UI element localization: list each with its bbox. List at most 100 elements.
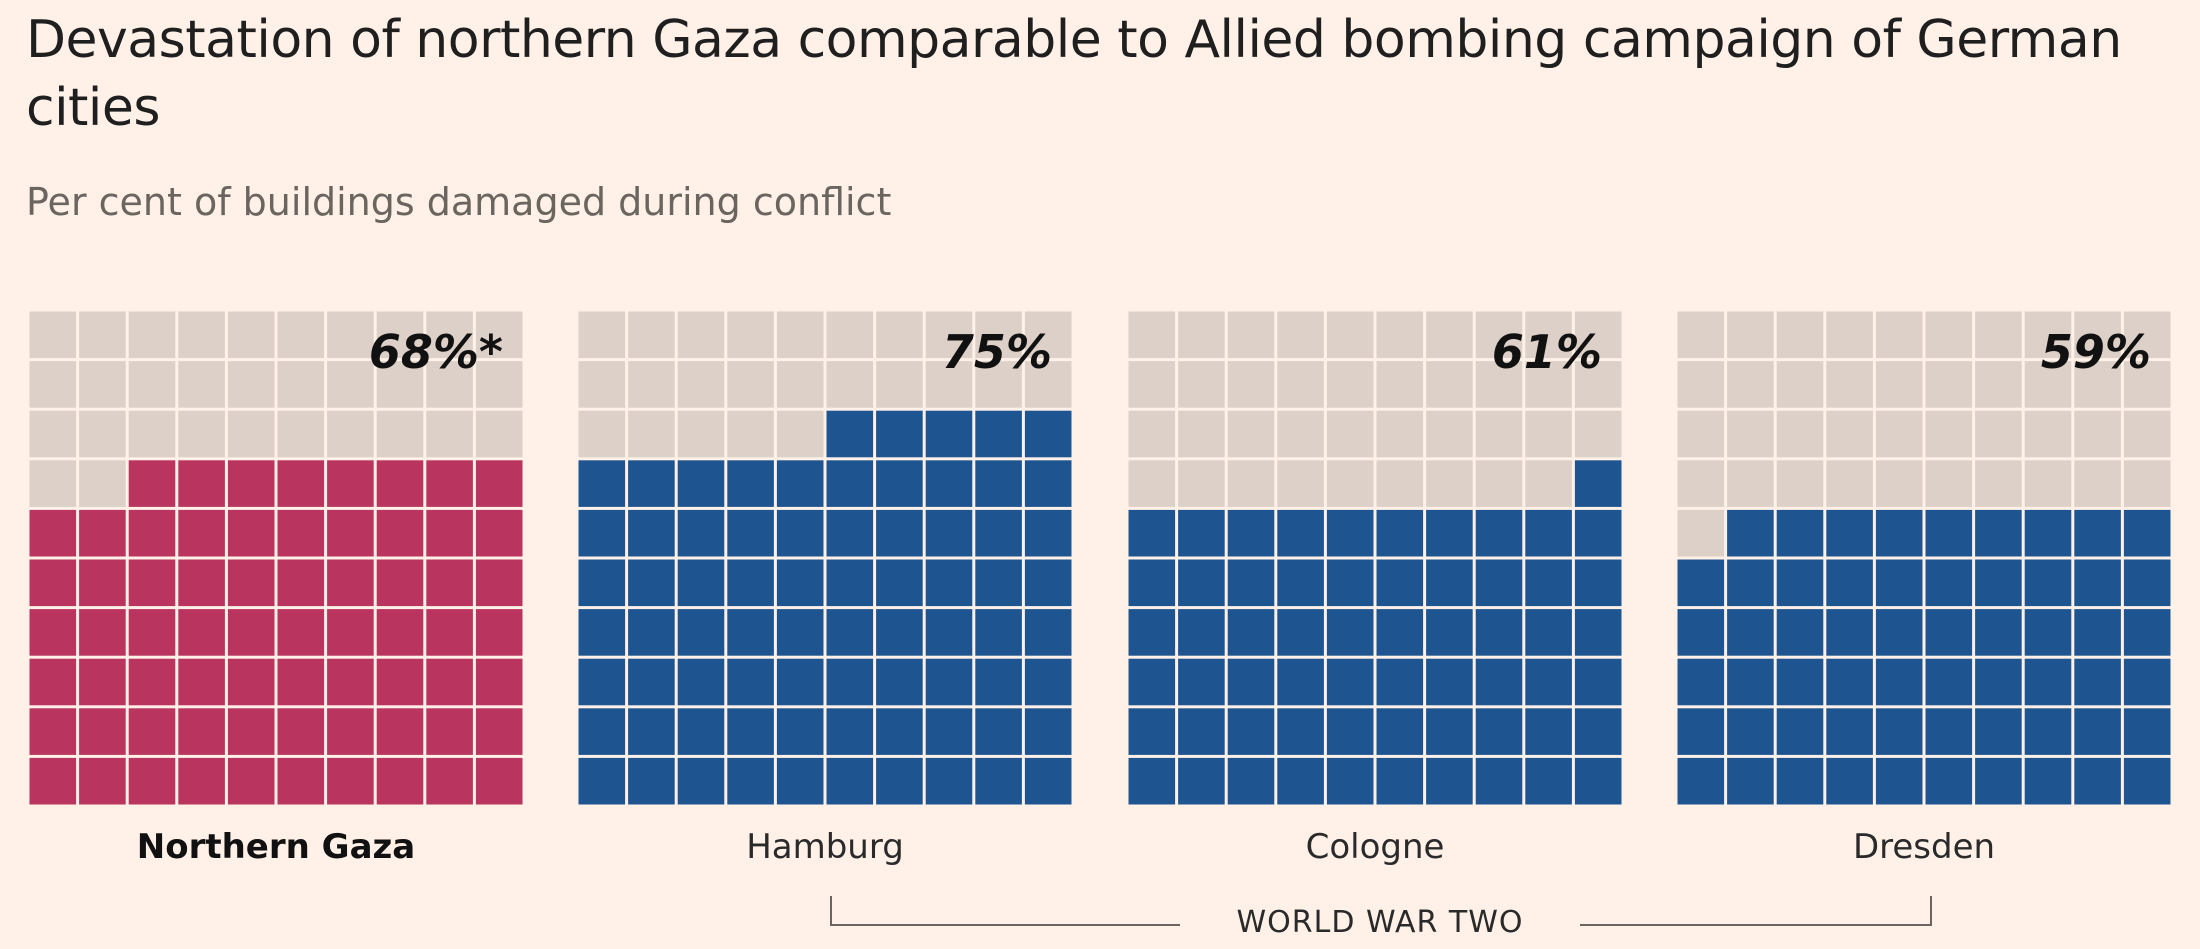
- filled-cell-hamburg: [1024, 559, 1072, 607]
- filled-cell-cologne: [1525, 609, 1572, 656]
- filled-cell-northern-gaza: [29, 509, 77, 557]
- value-label-hamburg: 75%: [941, 325, 1052, 379]
- empty-cell-hamburg: [925, 361, 973, 408]
- filled-cell-northern-gaza: [128, 658, 176, 706]
- filled-cell-cologne: [1178, 757, 1225, 805]
- empty-cell-cologne: [1326, 311, 1374, 359]
- filled-cell-northern-gaza: [376, 609, 424, 656]
- filled-cell-hamburg: [925, 757, 973, 805]
- filled-cell-hamburg: [776, 708, 824, 755]
- filled-cell-dresden: [1925, 708, 1973, 755]
- empty-cell-dresden: [1826, 460, 1873, 507]
- filled-cell-hamburg: [578, 708, 626, 755]
- filled-cell-cologne: [1277, 757, 1324, 805]
- empty-cell-cologne: [1326, 460, 1374, 507]
- filled-cell-northern-gaza: [426, 658, 473, 706]
- filled-cell-hamburg: [727, 757, 774, 805]
- filled-cell-hamburg: [975, 609, 1022, 656]
- filled-cell-cologne: [1178, 708, 1225, 755]
- filled-cell-cologne: [1326, 559, 1374, 607]
- empty-cell-dresden: [2123, 410, 2171, 458]
- filled-cell-dresden: [1727, 559, 1774, 607]
- filled-cell-hamburg: [677, 609, 725, 656]
- filled-cell-hamburg: [876, 460, 923, 507]
- filled-cell-cologne: [1426, 658, 1473, 706]
- filled-cell-hamburg: [1024, 509, 1072, 557]
- empty-cell-cologne: [1376, 361, 1424, 408]
- filled-cell-cologne: [1574, 658, 1622, 706]
- filled-cell-hamburg: [677, 559, 725, 607]
- empty-cell-cologne: [1277, 311, 1324, 359]
- filled-cell-northern-gaza: [227, 509, 275, 557]
- filled-cell-cologne: [1277, 509, 1324, 557]
- filled-cell-hamburg: [727, 708, 774, 755]
- filled-cell-cologne: [1525, 559, 1572, 607]
- empty-cell-hamburg: [925, 311, 973, 359]
- empty-cell-hamburg: [628, 410, 675, 458]
- filled-cell-hamburg: [578, 559, 626, 607]
- filled-cell-hamburg: [925, 559, 973, 607]
- filled-cell-northern-gaza: [426, 609, 473, 656]
- empty-cell-dresden: [1875, 460, 1923, 507]
- empty-cell-dresden: [2024, 460, 2072, 507]
- filled-cell-dresden: [1677, 658, 1725, 706]
- filled-cell-hamburg: [727, 658, 774, 706]
- filled-cell-hamburg: [975, 658, 1022, 706]
- empty-cell-dresden: [1776, 410, 1824, 458]
- empty-cell-cologne: [1178, 311, 1225, 359]
- filled-cell-dresden: [1826, 509, 1873, 557]
- filled-cell-northern-gaza: [376, 460, 424, 507]
- filled-cell-dresden: [2024, 559, 2072, 607]
- filled-cell-northern-gaza: [277, 609, 325, 656]
- filled-cell-cologne: [1426, 559, 1473, 607]
- empty-cell-cologne: [1128, 361, 1176, 408]
- filled-cell-dresden: [2024, 509, 2072, 557]
- group-label: WORLD WAR TWO: [1180, 905, 1580, 940]
- filled-cell-hamburg: [925, 609, 973, 656]
- empty-cell-dresden: [1875, 410, 1923, 458]
- filled-cell-dresden: [2074, 609, 2121, 656]
- filled-cell-dresden: [2123, 757, 2171, 805]
- value-label-northern-gaza: 68%*: [368, 325, 503, 379]
- empty-cell-dresden: [2074, 460, 2121, 507]
- empty-cell-northern-gaza: [79, 410, 126, 458]
- filled-cell-dresden: [1727, 757, 1774, 805]
- empty-cell-dresden: [2074, 361, 2121, 408]
- empty-cell-cologne: [1475, 410, 1523, 458]
- empty-cell-dresden: [1677, 509, 1725, 557]
- filled-cell-northern-gaza: [475, 658, 523, 706]
- empty-cell-dresden: [1826, 410, 1873, 458]
- empty-cell-northern-gaza: [327, 410, 374, 458]
- filled-cell-dresden: [2123, 509, 2171, 557]
- empty-cell-hamburg: [727, 410, 774, 458]
- empty-cell-dresden: [1677, 311, 1725, 359]
- empty-cell-dresden: [1826, 311, 1873, 359]
- filled-cell-hamburg: [876, 757, 923, 805]
- filled-cell-cologne: [1227, 757, 1275, 805]
- filled-cell-northern-gaza: [29, 559, 77, 607]
- chart-subtitle: Per cent of buildings damaged during con…: [26, 180, 892, 224]
- empty-cell-dresden: [1975, 410, 2022, 458]
- empty-cell-northern-gaza: [475, 410, 523, 458]
- empty-cell-cologne: [1475, 460, 1523, 507]
- filled-cell-dresden: [1925, 609, 1973, 656]
- filled-cell-northern-gaza: [277, 460, 325, 507]
- filled-cell-northern-gaza: [376, 509, 424, 557]
- empty-cell-dresden: [2024, 410, 2072, 458]
- empty-cell-dresden: [1826, 361, 1873, 408]
- filled-cell-dresden: [2074, 559, 2121, 607]
- empty-cell-northern-gaza: [475, 361, 523, 408]
- filled-cell-hamburg: [727, 609, 774, 656]
- filled-cell-dresden: [1776, 509, 1824, 557]
- filled-cell-northern-gaza: [227, 708, 275, 755]
- filled-cell-northern-gaza: [29, 757, 77, 805]
- filled-cell-northern-gaza: [475, 460, 523, 507]
- empty-cell-dresden: [2024, 361, 2072, 408]
- filled-cell-cologne: [1426, 708, 1473, 755]
- filled-cell-dresden: [1727, 609, 1774, 656]
- filled-cell-cologne: [1178, 658, 1225, 706]
- filled-cell-cologne: [1128, 609, 1176, 656]
- filled-cell-northern-gaza: [79, 509, 126, 557]
- empty-cell-cologne: [1574, 311, 1622, 359]
- filled-cell-hamburg: [776, 559, 824, 607]
